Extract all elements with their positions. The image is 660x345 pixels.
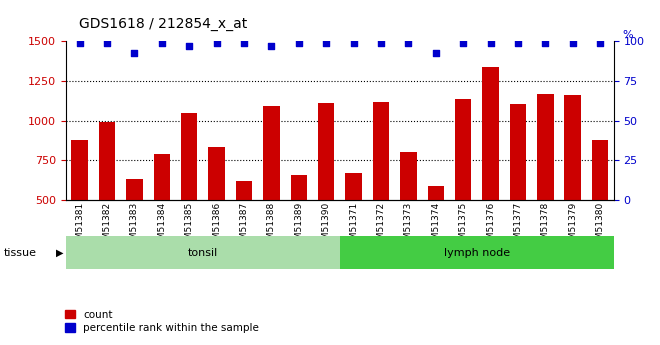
Bar [340,236,614,269]
Point [568,40,578,46]
Bar [236,181,252,200]
Point [485,40,496,46]
Point [321,40,331,46]
Bar [318,103,335,200]
Bar [510,104,526,200]
Point [540,40,550,46]
Bar [537,94,554,200]
Point [376,40,386,46]
Text: tonsil: tonsil [188,248,218,258]
Bar [181,113,197,200]
Text: tissue: tissue [3,248,36,258]
Point [513,40,523,46]
Point [184,43,195,49]
Point [458,40,469,46]
Text: lymph node: lymph node [444,248,510,258]
Bar [154,154,170,200]
Point [348,40,359,46]
Point [211,40,222,46]
Point [75,40,85,46]
Bar [126,179,143,200]
Bar [66,236,340,269]
Bar [345,173,362,200]
Point [294,40,304,46]
Bar [428,186,444,200]
Point [239,40,249,46]
Text: %: % [622,30,633,40]
Bar [455,99,471,200]
Bar [482,67,499,200]
Point [156,40,167,46]
Bar [400,152,416,200]
Text: GDS1618 / 212854_x_at: GDS1618 / 212854_x_at [79,17,248,31]
Text: ▶: ▶ [56,248,63,258]
Point [266,43,277,49]
Bar [99,121,116,200]
Bar [71,140,88,200]
Bar [592,140,609,200]
Point [595,40,605,46]
Bar [209,147,225,200]
Point [403,40,414,46]
Point [430,50,441,55]
Point [102,40,112,46]
Bar [564,95,581,200]
Legend: count, percentile rank within the sample: count, percentile rank within the sample [65,310,259,333]
Point [129,50,140,55]
Bar [263,106,280,200]
Bar [373,102,389,200]
Bar [290,175,307,200]
